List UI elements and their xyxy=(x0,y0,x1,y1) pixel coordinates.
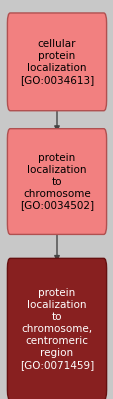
FancyBboxPatch shape xyxy=(7,128,106,235)
Text: protein
localization
to
chromosome
[GO:0034502]: protein localization to chromosome [GO:0… xyxy=(20,152,93,211)
FancyBboxPatch shape xyxy=(7,259,106,399)
FancyBboxPatch shape xyxy=(7,13,106,111)
Text: cellular
protein
localization
[GO:0034613]: cellular protein localization [GO:003461… xyxy=(20,39,93,85)
Text: protein
localization
to
chromosome,
centromeric
region
[GO:0071459]: protein localization to chromosome, cent… xyxy=(20,288,93,370)
